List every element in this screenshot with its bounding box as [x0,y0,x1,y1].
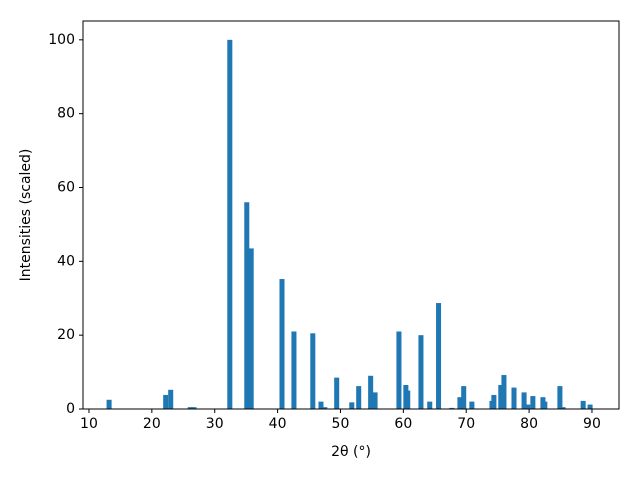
y-tick-label: 100 [48,32,75,48]
bar [501,375,507,409]
x-tick-label: 10 [80,416,98,432]
bar [530,396,536,409]
x-axis-label: 2θ (°) [331,444,371,460]
bar [449,407,455,409]
bar [322,407,328,409]
bar [525,404,531,409]
x-tick-label: 30 [206,416,224,432]
bar [427,401,433,409]
bar [498,385,504,409]
bar [396,331,402,409]
bar [279,279,285,409]
y-tick-label: 40 [57,253,75,269]
x-tick-label: 70 [457,416,475,432]
bar [560,407,566,409]
bar [436,303,442,409]
bar [469,401,475,409]
bar [310,333,316,409]
x-tick-label: 20 [143,416,161,432]
bar [191,407,197,409]
bar [334,377,340,409]
bar [580,400,586,409]
y-tick-label: 60 [57,179,75,195]
y-axis-label: Intensities (scaled) [18,149,34,282]
bar [244,202,250,409]
bar [521,392,527,409]
bar [557,386,563,409]
bar [461,386,467,409]
bar [356,386,362,409]
x-tick-label: 90 [583,416,601,432]
bar [106,399,112,409]
x-tick-label: 50 [332,416,350,432]
bar [349,402,355,409]
bar [372,392,378,409]
x-tick-label: 60 [394,416,412,432]
bar [405,390,411,409]
bar [168,389,174,409]
y-tick-label: 0 [66,401,75,417]
bar [248,248,254,409]
bar [587,404,593,409]
y-tick-label: 80 [57,106,75,122]
bar [318,401,324,409]
bar [368,375,374,409]
x-tick-label: 80 [520,416,538,432]
bar [187,407,193,409]
bar [457,397,463,409]
bar [163,394,169,409]
bar [227,39,233,409]
x-tick-label: 40 [269,416,287,432]
bar [511,387,517,409]
bar [491,394,497,409]
y-tick-label: 20 [57,327,75,343]
plot-frame [82,20,620,410]
bar [291,331,297,409]
bar [418,335,424,409]
bar [542,401,548,409]
